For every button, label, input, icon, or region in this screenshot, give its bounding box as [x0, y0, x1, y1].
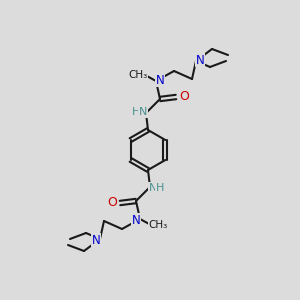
Text: CH₃: CH₃ [148, 220, 168, 230]
Text: CH₃: CH₃ [128, 70, 148, 80]
Text: H: H [132, 107, 140, 117]
Text: N: N [132, 214, 140, 226]
Text: N: N [196, 53, 204, 67]
Text: O: O [179, 91, 189, 103]
Text: N: N [139, 107, 147, 117]
Text: H: H [156, 183, 164, 193]
Text: O: O [107, 196, 117, 209]
Text: N: N [149, 183, 157, 193]
Text: N: N [156, 74, 164, 86]
Text: N: N [92, 233, 100, 247]
